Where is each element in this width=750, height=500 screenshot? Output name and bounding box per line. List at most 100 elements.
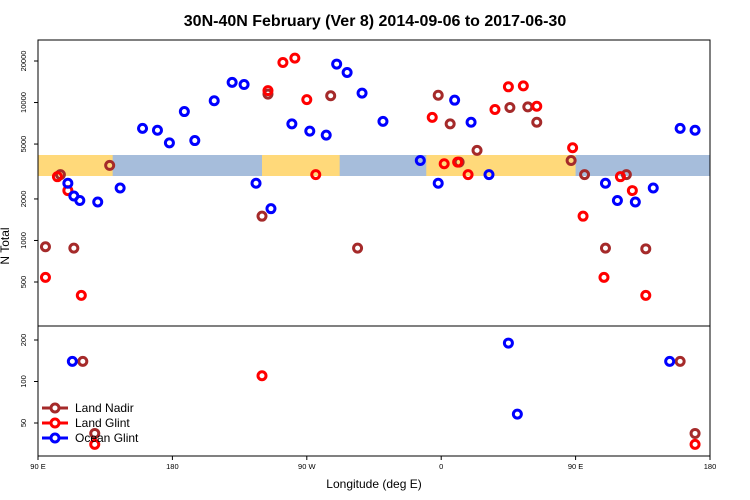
legend-label-ocean-glint: Ocean Glint (75, 431, 139, 445)
upper-y-tick-label-2: 2000 (19, 191, 28, 208)
legend-marker-land-glint (49, 417, 61, 429)
ocean-glint-upper-point-12 (238, 79, 250, 91)
lower-y-axis: 50 100 200 (19, 334, 38, 427)
land-glint-upper-point-9 (426, 111, 438, 123)
ocean-glint-upper-point-27 (599, 177, 611, 189)
ocean-glint-upper-point-16 (304, 125, 316, 137)
land-glint-upper-point-17 (567, 142, 579, 154)
ocean-glint-upper-point-6 (151, 124, 163, 136)
upper-y-tick-label-5: 20000 (19, 51, 28, 72)
land-glint-upper-point-13 (489, 104, 501, 116)
land-nadir-upper-point-15 (565, 154, 577, 166)
land-nadir-lower-point-0 (77, 355, 89, 367)
ocean-glint-lower-point-2 (511, 408, 523, 420)
land-nadir-lower-point-2 (674, 355, 686, 367)
ocean-band (38, 155, 710, 176)
land-glint-upper-point-7 (301, 94, 313, 106)
ocean-glint-upper-point-21 (377, 115, 389, 127)
ocean-glint-upper-point-9 (189, 135, 201, 147)
land-band-0 (38, 155, 113, 176)
upper-y-tick-label-1: 1000 (19, 232, 28, 249)
land-glint-upper-point-22 (640, 289, 652, 301)
ocean-glint-upper-point-2 (74, 194, 86, 206)
ocean-glint-upper-point-15 (286, 118, 298, 130)
land-glint-lower-point-1 (256, 370, 268, 382)
land-nadir-upper-point-13 (522, 101, 534, 113)
ocean-glint-upper-point-8 (178, 106, 190, 118)
upper-y-tick-label-3: 5000 (19, 136, 28, 153)
ocean-glint-upper-point-30 (647, 182, 659, 194)
chart-title: 30N-40N February (Ver 8) 2014-09-06 to 2… (184, 13, 567, 30)
lower-y-tick-label-0: 50 (19, 419, 28, 427)
ocean-glint-upper-point-17 (320, 129, 332, 141)
ocean-glint-lower-point-1 (502, 337, 514, 349)
x-tick-label-1: 180 (166, 462, 179, 471)
land-glint-lower-point-2 (689, 438, 701, 450)
land-nadir-lower-point-1 (89, 427, 101, 439)
land-nadir-upper-point-11 (471, 144, 483, 156)
ocean-glint-lower-point-3 (664, 355, 676, 367)
land-band-1 (262, 155, 340, 176)
land-glint-upper-point-0 (39, 271, 51, 283)
land-glint-upper-point-15 (517, 80, 529, 92)
land-glint-upper-point-10 (438, 158, 450, 170)
x-axis: 90 E 180 90 W 0 90 E 180 (30, 456, 716, 471)
x-tick-label-0: 90 E (30, 462, 45, 471)
ocean-glint-upper-point-4 (114, 182, 126, 194)
land-glint-upper-point-6 (289, 52, 301, 64)
ocean-glint-upper-point-5 (137, 122, 149, 134)
ocean-glint-upper-point-18 (331, 58, 343, 70)
ocean-glint-upper-point-24 (449, 94, 461, 106)
lower-y-tick-label-2: 200 (19, 334, 28, 347)
land-nadir-upper-point-8 (432, 89, 444, 101)
lower-plot-frame (37, 325, 711, 457)
legend-label-land-glint: Land Glint (75, 416, 130, 430)
x-axis-label: Longitude (deg E) (326, 477, 421, 491)
land-nadir-upper-point-19 (640, 243, 652, 255)
ocean-glint-upper-point-28 (611, 194, 623, 206)
land-nadir-upper-point-0 (39, 241, 51, 253)
ocean-glint-upper-point-31 (674, 122, 686, 134)
land-glint-upper-point-11 (452, 156, 464, 168)
legend-marker-land-nadir (49, 402, 61, 414)
data-points (39, 52, 701, 450)
ocean-glint-upper-point-20 (356, 87, 368, 99)
ocean-glint-upper-point-25 (465, 116, 477, 128)
land-glint-upper-point-16 (531, 100, 543, 112)
land-nadir-upper-point-12 (504, 102, 516, 114)
land-glint-upper-point-1 (51, 171, 63, 183)
x-tick-label-4: 90 E (568, 462, 583, 471)
land-glint-upper-point-14 (502, 81, 514, 93)
upper-y-axis: 500 1000 2000 5000 10000 20000 (19, 51, 38, 289)
upper-y-tick-label-0: 500 (19, 276, 28, 289)
land-glint-upper-point-21 (626, 185, 638, 197)
land-glint-upper-point-8 (310, 169, 322, 181)
land-glint-upper-point-18 (577, 210, 589, 222)
ocean-glint-upper-point-29 (629, 196, 641, 208)
ocean-glint-upper-point-32 (689, 124, 701, 136)
ocean-glint-lower-point-0 (66, 355, 78, 367)
x-tick-label-5: 180 (704, 462, 717, 471)
land-glint-upper-point-12 (462, 169, 474, 181)
ocean-glint-upper-point-26 (483, 169, 495, 181)
land-glint-upper-point-20 (614, 171, 626, 183)
land-nadir-upper-point-6 (325, 90, 337, 102)
legend-marker-ocean-glint (49, 432, 61, 444)
ocean-glint-upper-point-10 (208, 95, 220, 107)
land-nadir-upper-point-4 (256, 210, 268, 222)
legend-label-land-nadir: Land Nadir (75, 401, 134, 415)
ocean-glint-upper-point-7 (163, 137, 175, 149)
ocean-glint-upper-point-0 (62, 177, 74, 189)
land-glint-upper-point-19 (598, 271, 610, 283)
ocean-glint-upper-point-14 (265, 203, 277, 215)
ocean-glint-upper-point-13 (250, 177, 262, 189)
lower-y-tick-label-1: 100 (19, 375, 28, 388)
x-tick-label-2: 90 W (298, 462, 316, 471)
map-background-band (38, 155, 710, 176)
land-nadir-upper-point-16 (579, 169, 591, 181)
land-nadir-upper-point-14 (531, 116, 543, 128)
land-nadir-upper-point-2 (68, 242, 80, 254)
land-glint-upper-point-3 (75, 289, 87, 301)
